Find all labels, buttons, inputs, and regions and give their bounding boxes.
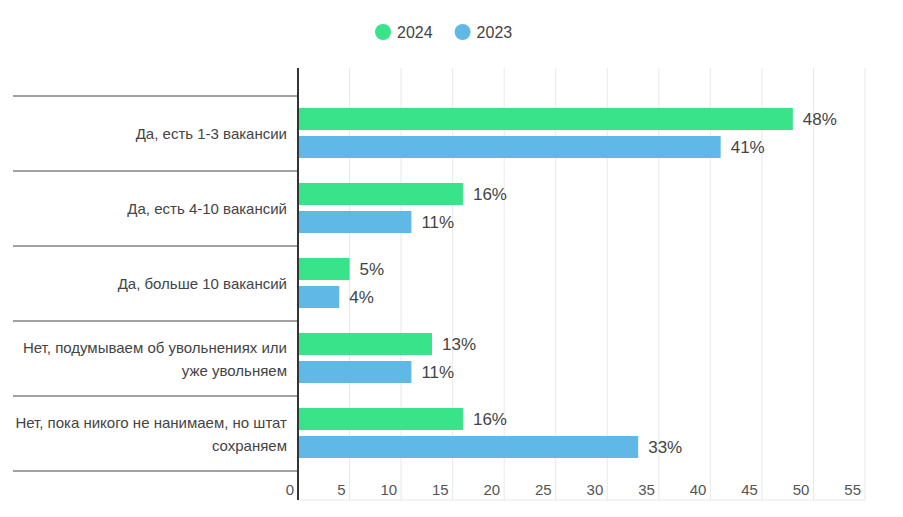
data-label: 41% [731, 138, 765, 157]
bar [298, 361, 411, 383]
grid-line [555, 68, 556, 500]
tick-label: 45 [741, 481, 758, 498]
bar [298, 211, 411, 233]
data-label: 48% [803, 110, 837, 129]
bar [298, 333, 432, 355]
bar [298, 436, 638, 458]
row-separator [13, 396, 298, 397]
bar [298, 136, 721, 158]
data-label: 4% [349, 288, 374, 307]
bar [298, 286, 339, 308]
row-separator [13, 96, 298, 97]
tick-label: 5 [337, 481, 345, 498]
bar [298, 258, 350, 280]
legend-marker [375, 24, 391, 40]
category-label: Нет, подумываем об увольнениях или уже у… [13, 336, 287, 382]
tick-label: 55 [844, 481, 861, 498]
category-label: Нет, пока никого не нанимаем, но штат со… [13, 411, 287, 457]
tick-label: 15 [432, 481, 449, 498]
row-separator [13, 471, 298, 472]
legend-label: 2023 [477, 24, 513, 41]
data-label: 16% [473, 410, 507, 429]
chart: 0 5 10 15 20 25 30 35 40 45 50 55 48% 41% 16% 11% 5% 4% 13… [0, 0, 903, 517]
grid-line [607, 68, 608, 500]
tick-label: 25 [535, 481, 552, 498]
legend-label: 2024 [397, 24, 433, 41]
tick-label: 30 [587, 481, 604, 498]
bar [298, 108, 793, 130]
data-label: 13% [442, 335, 476, 354]
tick-label: 20 [483, 481, 500, 498]
y-axis-line [297, 68, 299, 500]
row-separator [13, 171, 298, 172]
grid-line [813, 68, 814, 500]
category-label: Да, больше 10 вакансий [13, 272, 287, 295]
tick-label: 50 [793, 481, 810, 498]
row-separator [13, 246, 298, 247]
bars [298, 108, 793, 458]
grid-line [865, 68, 866, 500]
bar [298, 408, 463, 430]
tick-label: 10 [380, 481, 397, 498]
grid-line [349, 68, 350, 500]
tick-label: 0 [286, 481, 294, 498]
x-axis-line [298, 500, 865, 501]
grid-line [401, 68, 402, 500]
data-label: 16% [473, 185, 507, 204]
row-separator [13, 321, 298, 322]
grid-line [761, 68, 762, 500]
tick-label: 35 [638, 481, 655, 498]
data-label: 33% [648, 438, 682, 457]
grid-line [710, 68, 711, 500]
bar [298, 183, 463, 205]
data-label: 5% [360, 260, 385, 279]
category-label: Да, есть 4-10 вакансий [13, 197, 287, 220]
grid-line [452, 68, 453, 500]
grid-line [504, 68, 505, 500]
grid-line [658, 68, 659, 500]
category-label: Да, есть 1-3 вакансии [13, 122, 287, 145]
legend-marker [455, 24, 471, 40]
data-label: 11% [421, 363, 454, 382]
tick-label: 40 [690, 481, 707, 498]
data-label: 11% [421, 213, 454, 232]
